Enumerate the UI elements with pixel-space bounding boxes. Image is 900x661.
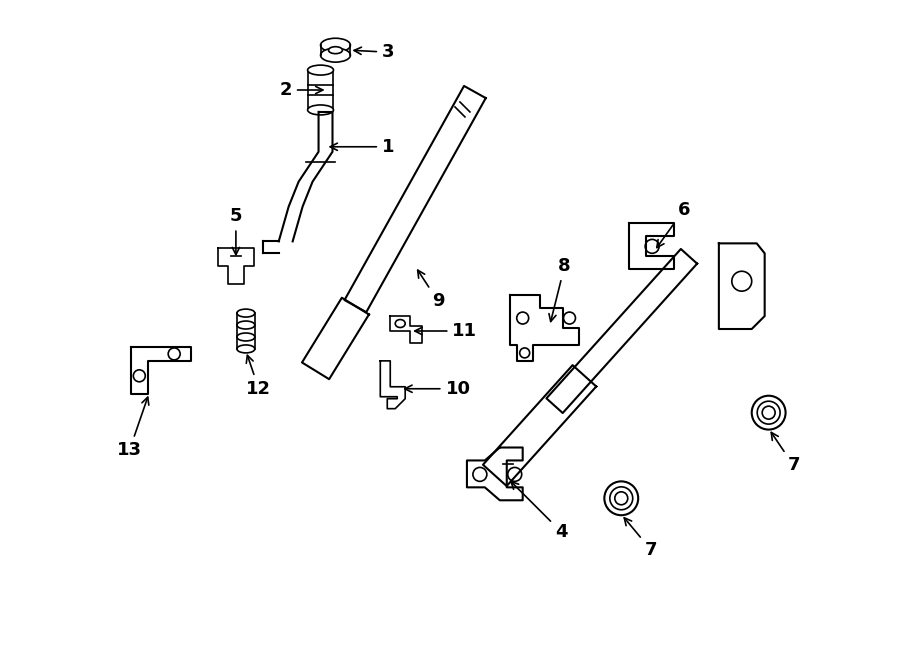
Polygon shape <box>391 316 422 343</box>
Text: 7: 7 <box>625 518 657 559</box>
Ellipse shape <box>237 321 255 329</box>
Text: 4: 4 <box>511 482 568 541</box>
Circle shape <box>517 312 528 324</box>
Polygon shape <box>629 223 674 269</box>
Ellipse shape <box>328 47 343 54</box>
Polygon shape <box>302 297 369 379</box>
Ellipse shape <box>757 401 780 424</box>
Ellipse shape <box>604 481 638 515</box>
Ellipse shape <box>237 309 255 317</box>
Polygon shape <box>467 447 523 500</box>
Text: 13: 13 <box>117 397 148 459</box>
Ellipse shape <box>237 345 255 353</box>
Polygon shape <box>546 249 698 413</box>
Circle shape <box>168 348 180 360</box>
Circle shape <box>645 239 659 253</box>
Polygon shape <box>509 295 580 361</box>
Text: 11: 11 <box>415 322 477 340</box>
Polygon shape <box>719 243 765 329</box>
Text: 3: 3 <box>354 43 394 61</box>
Circle shape <box>133 370 145 382</box>
Text: 12: 12 <box>247 356 271 398</box>
Circle shape <box>563 312 575 324</box>
Ellipse shape <box>308 105 334 115</box>
Polygon shape <box>218 249 254 284</box>
Text: 9: 9 <box>418 270 445 310</box>
Ellipse shape <box>395 319 405 327</box>
Ellipse shape <box>615 492 627 505</box>
Ellipse shape <box>752 396 786 430</box>
Text: 2: 2 <box>279 81 323 99</box>
Polygon shape <box>131 347 191 394</box>
Text: 8: 8 <box>549 257 571 321</box>
Ellipse shape <box>320 38 350 52</box>
Circle shape <box>519 348 530 358</box>
Polygon shape <box>381 361 405 408</box>
Text: 5: 5 <box>230 208 242 254</box>
Circle shape <box>508 467 522 481</box>
Polygon shape <box>345 86 486 312</box>
Bar <box>308 70 334 110</box>
Circle shape <box>732 271 752 291</box>
Polygon shape <box>483 365 597 486</box>
Ellipse shape <box>762 406 775 419</box>
Text: 7: 7 <box>771 432 800 475</box>
Text: 1: 1 <box>330 137 394 156</box>
Ellipse shape <box>610 487 633 510</box>
Circle shape <box>472 467 487 481</box>
Text: 6: 6 <box>657 200 690 248</box>
Text: 10: 10 <box>405 380 471 398</box>
Ellipse shape <box>237 333 255 341</box>
Ellipse shape <box>308 65 334 75</box>
Ellipse shape <box>320 48 350 62</box>
